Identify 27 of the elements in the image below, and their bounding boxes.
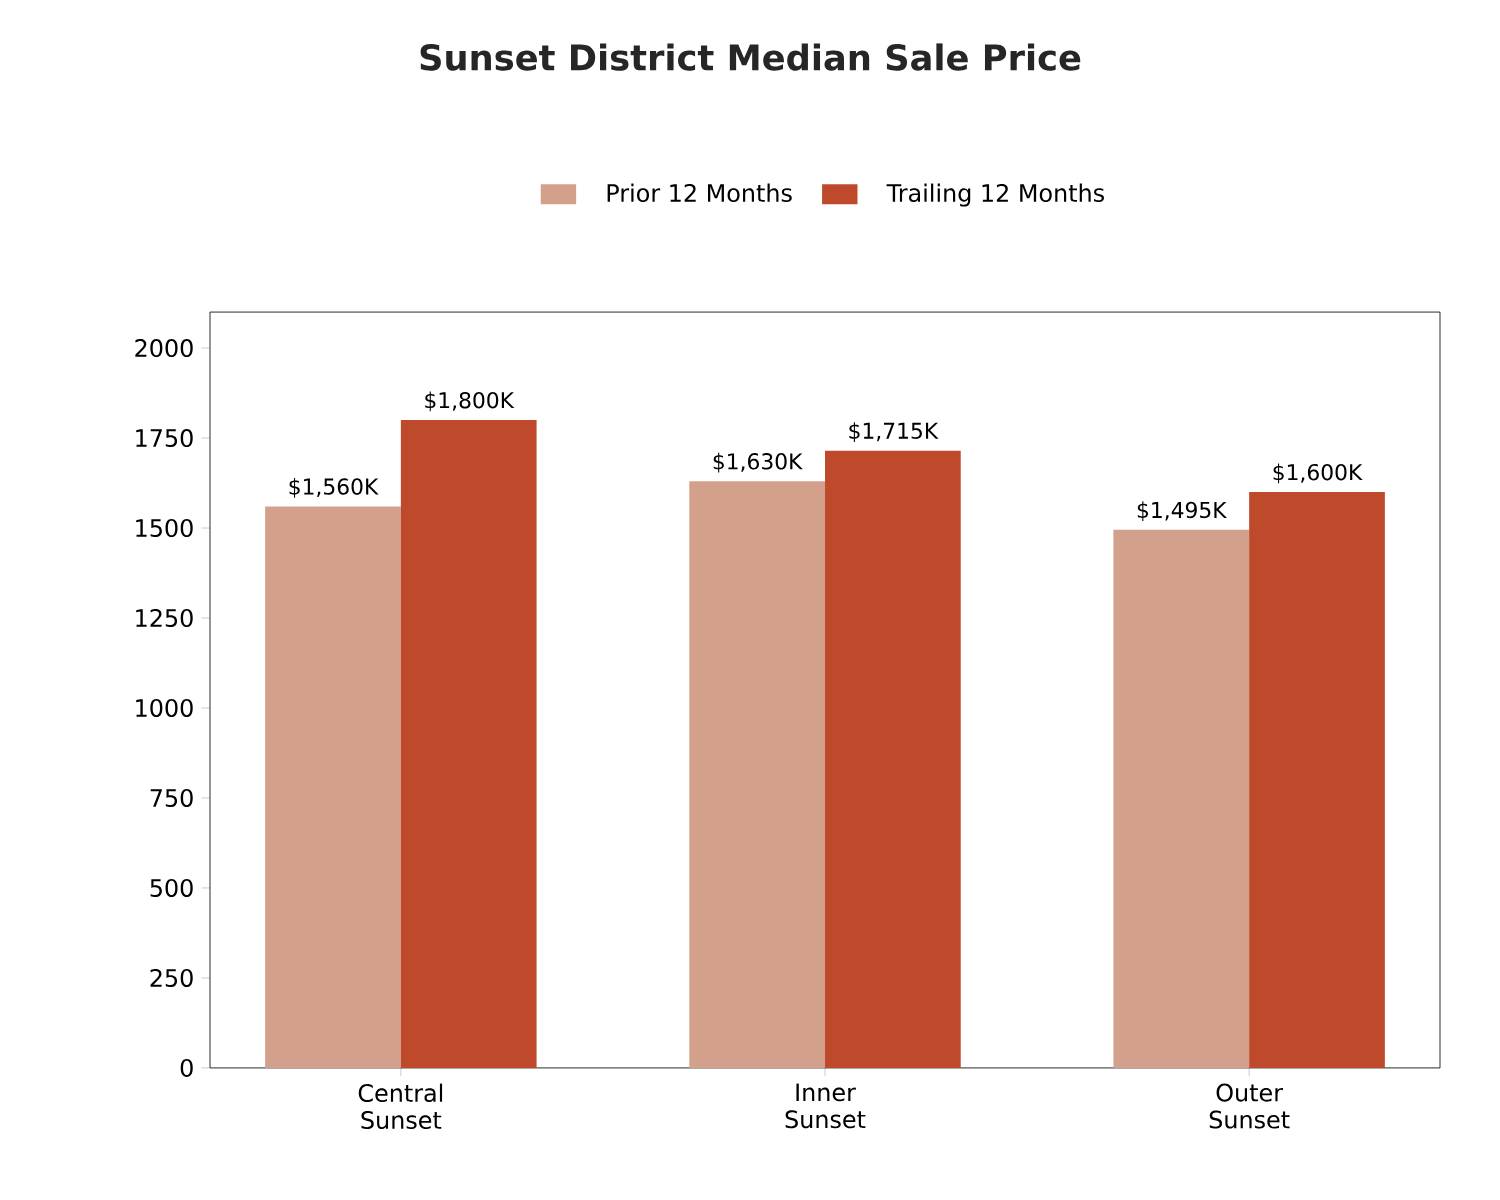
chart-title: Sunset District Median Sale Price <box>420 43 1081 71</box>
data-label: $1,495K <box>1137 501 1227 522</box>
y-tick-label: 1000 <box>136 698 193 718</box>
x-tick-label: Outer Sunset <box>1209 1083 1290 1129</box>
y-tick-label: 750 <box>150 788 193 807</box>
legend-label: Trailing 12 Months <box>886 183 1104 207</box>
data-label: $1,600K <box>1273 463 1363 484</box>
y-tick-label: 1500 <box>136 519 193 538</box>
data-label: $1,630K <box>713 452 803 473</box>
y-tick-label: 1250 <box>136 608 193 628</box>
y-tick-label: 1750 <box>136 429 193 448</box>
bar <box>1113 529 1250 1068</box>
bar <box>689 481 826 1068</box>
data-label: $1,800K <box>425 391 515 412</box>
y-tick-label: 2000 <box>135 339 193 358</box>
legend-label: Prior 12 Months <box>607 183 792 202</box>
bar <box>400 420 537 1068</box>
y-tick-label: 250 <box>150 968 193 987</box>
data-label: $1,560K <box>289 477 379 498</box>
x-tick-label: Inner Sunset <box>785 1083 866 1129</box>
data-label: $1,715K <box>849 422 939 442</box>
y-tick-label: 0 <box>180 1058 193 1077</box>
y-tick-label: 500 <box>150 878 193 897</box>
bar <box>825 450 961 1068</box>
x-tick-label: Central Sunset <box>358 1083 443 1130</box>
bar <box>1249 492 1385 1068</box>
bar <box>265 506 401 1068</box>
